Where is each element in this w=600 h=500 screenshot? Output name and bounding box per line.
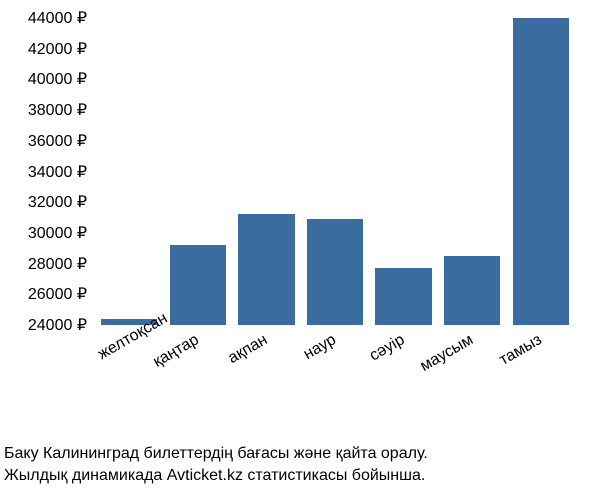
chart-caption: Баку Калининград билеттердің бағасы және… [4, 443, 600, 487]
y-tick-label: 28000 ₽ [28, 254, 87, 274]
y-tick-label: 24000 ₽ [28, 315, 87, 335]
y-tick-label: 44000 ₽ [28, 8, 87, 28]
bar [170, 245, 226, 325]
x-tick-label: желтоқсан [95, 331, 134, 364]
price-bar-chart: 24000 ₽ 26000 ₽ 28000 ₽ 30000 ₽ 32000 ₽ 34000… [0, 0, 600, 500]
y-tick-label: 34000 ₽ [28, 162, 87, 182]
bar [375, 268, 431, 325]
caption-line-1: Баку Калининград билеттердің бағасы және… [4, 443, 600, 465]
y-tick-label: 40000 ₽ [28, 69, 87, 89]
y-axis: 24000 ₽26000 ₽28000 ₽30000 ₽32000 ₽34000… [0, 18, 95, 325]
plot-area [95, 18, 575, 325]
y-tick-label: 26000 ₽ [28, 284, 87, 304]
y-tick-label: 30000 ₽ [28, 223, 87, 243]
y-tick-label: 42000 ₽ [28, 39, 87, 59]
bar [444, 256, 500, 325]
caption-line-2: Жылдық динамикада Avticket.kz статистика… [4, 465, 600, 487]
y-tick-label: 36000 ₽ [28, 131, 87, 151]
bar [513, 18, 569, 325]
bar [238, 214, 294, 325]
y-tick-label: 38000 ₽ [28, 100, 87, 120]
y-tick-label: 32000 ₽ [28, 192, 87, 212]
bar [307, 219, 363, 325]
